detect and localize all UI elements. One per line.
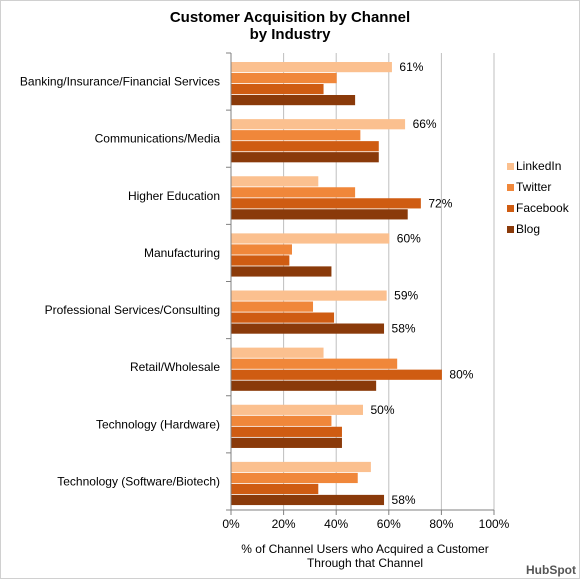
category-label: Higher Education <box>128 189 220 203</box>
bar-linkedin <box>231 461 371 473</box>
data-label: 60% <box>397 231 421 245</box>
bar-twitter <box>231 301 314 312</box>
x-tick-label: 40% <box>324 517 348 531</box>
bar-facebook <box>231 483 319 495</box>
bar-facebook <box>231 312 335 323</box>
bar-facebook <box>231 369 442 380</box>
bar-blog <box>231 152 379 163</box>
chart-title-line: Customer Acquisition by Channel <box>170 9 410 26</box>
bar-facebook <box>231 84 324 95</box>
logo-text: HubSpot <box>526 563 576 577</box>
data-label: 58% <box>392 493 416 507</box>
legend-swatch-twitter <box>507 184 514 191</box>
legend-label: Twitter <box>516 180 551 194</box>
bar-linkedin <box>231 404 363 415</box>
bar-twitter <box>231 472 358 484</box>
category-label: Technology (Software/Biotech) <box>57 474 220 488</box>
chart-title-line: by Industry <box>250 26 332 43</box>
legend-label: Facebook <box>516 201 570 215</box>
category-label: Manufacturing <box>144 246 220 260</box>
legend-label: LinkedIn <box>516 159 561 173</box>
data-label: 50% <box>371 403 395 417</box>
category-label: Banking/Insurance/Financial Services <box>20 75 220 89</box>
category-label: Technology (Hardware) <box>96 417 220 431</box>
x-axis-title: % of Channel Users who Acquired a Custom… <box>241 542 488 556</box>
bar-twitter <box>231 130 361 141</box>
hubspot-logo: HubSpot <box>526 563 576 577</box>
bar-linkedin <box>231 119 406 130</box>
bar-linkedin <box>231 233 390 244</box>
bar-twitter <box>231 358 398 369</box>
category-label: Communications/Media <box>95 132 221 146</box>
bar-linkedin <box>231 62 392 73</box>
x-axis-title: Through that Channel <box>307 556 423 570</box>
legend-swatch-facebook <box>507 205 514 212</box>
x-tick-label: 60% <box>377 517 401 531</box>
bar-twitter <box>231 73 337 84</box>
bar-blog <box>231 437 342 448</box>
legend-label: Blog <box>516 222 540 236</box>
bar-linkedin <box>231 347 324 358</box>
bar-linkedin <box>231 290 387 301</box>
data-label: 61% <box>399 60 423 74</box>
x-tick-label: 100% <box>479 517 510 531</box>
category-label: Professional Services/Consulting <box>45 303 220 317</box>
data-label: 58% <box>392 322 416 336</box>
bar-linkedin <box>231 176 319 187</box>
bar-twitter <box>231 187 356 198</box>
bar-facebook <box>231 198 421 209</box>
data-label: 80% <box>449 368 473 382</box>
data-label: 66% <box>413 117 437 131</box>
bar-facebook <box>231 141 379 152</box>
x-tick-label: 0% <box>222 517 240 531</box>
legend-swatch-blog <box>507 226 514 233</box>
bar-facebook <box>231 426 342 437</box>
bar-blog <box>231 266 332 277</box>
bar-twitter <box>231 244 292 255</box>
bar-blog <box>231 494 385 506</box>
bar-blog <box>231 209 408 220</box>
data-label: 72% <box>428 196 452 210</box>
data-label: 59% <box>394 289 418 303</box>
legend-swatch-linkedin <box>507 163 514 170</box>
bar-blog <box>231 95 356 106</box>
bar-blog <box>231 380 377 391</box>
x-tick-label: 20% <box>272 517 296 531</box>
bar-facebook <box>231 255 290 266</box>
bar-blog <box>231 323 385 334</box>
category-label: Retail/Wholesale <box>130 360 220 374</box>
bar-twitter <box>231 415 332 426</box>
x-tick-label: 80% <box>429 517 453 531</box>
